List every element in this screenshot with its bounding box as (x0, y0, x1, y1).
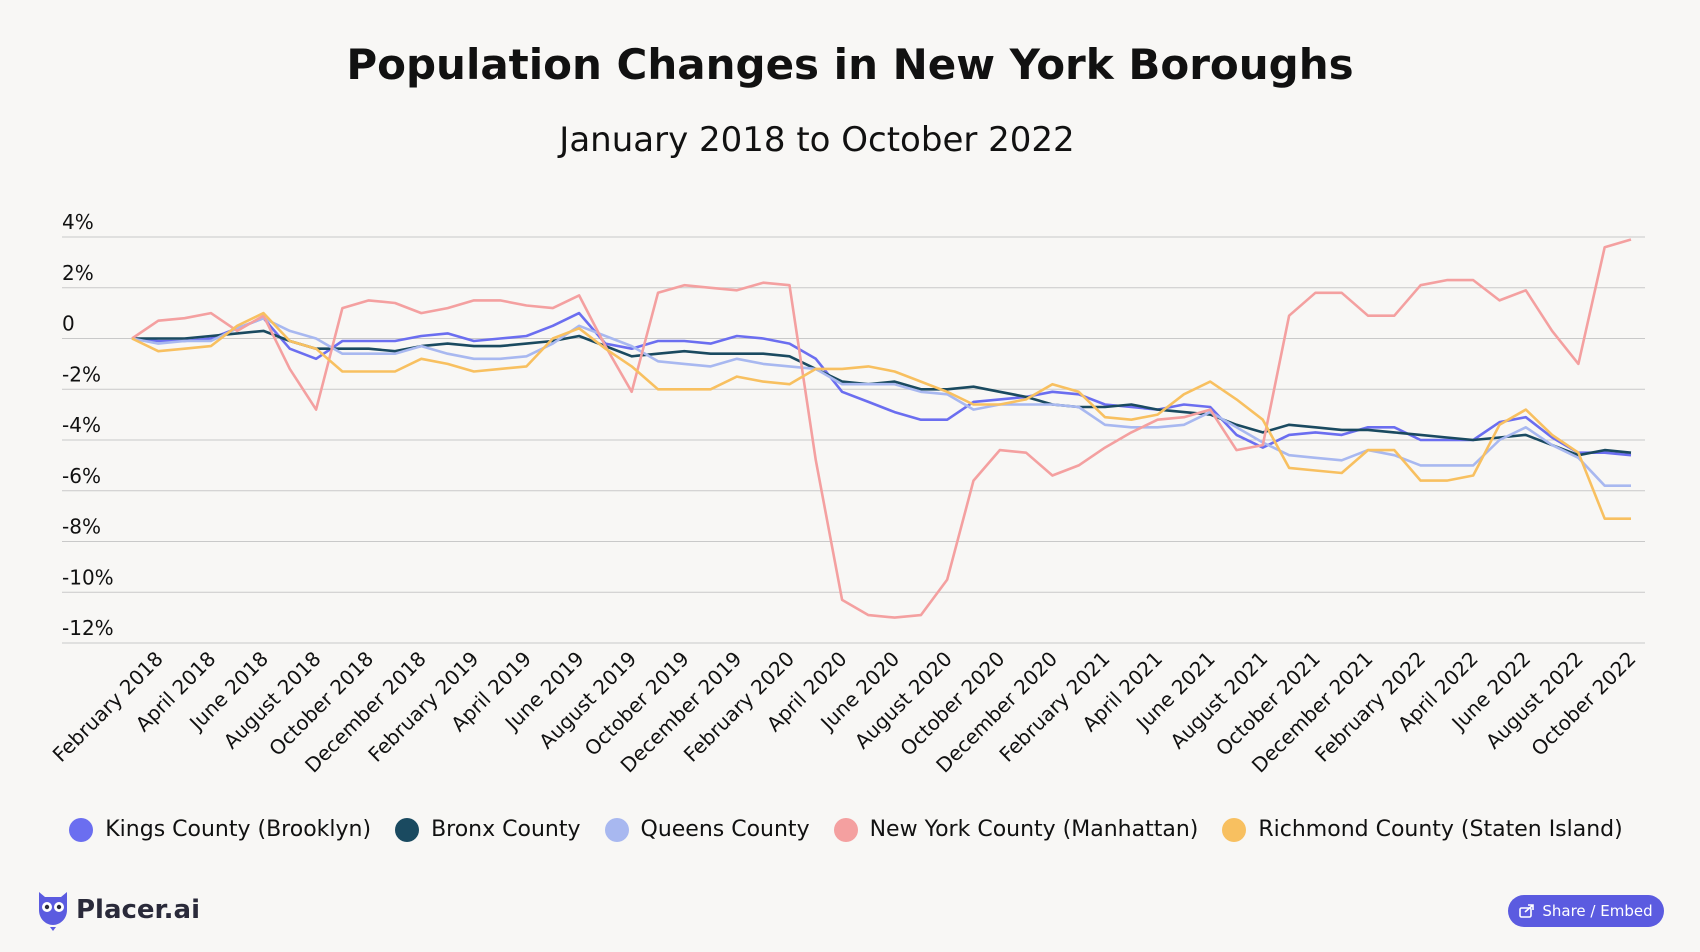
legend-label: Queens County (640, 817, 810, 842)
legend-item[interactable]: Bronx County (395, 817, 581, 842)
y-tick-label: 4% (62, 210, 94, 234)
series-line (131, 316, 1631, 488)
owl-icon (39, 892, 67, 931)
legend-item[interactable]: New York County (Manhattan) (833, 817, 1199, 842)
legend-label: New York County (Manhattan) (869, 817, 1199, 842)
y-tick-label: 0 (62, 312, 75, 336)
chart-subtitle: January 2018 to October 2022 (559, 120, 1075, 160)
series-line (132, 329, 1632, 457)
share-icon (1519, 904, 1535, 918)
share-embed-button[interactable]: Share / Embed (1508, 895, 1664, 927)
legend-item[interactable]: Kings County (Brooklyn) (69, 817, 371, 842)
legend-swatch (395, 817, 420, 842)
legend: Kings County (Brooklyn) Bronx County Queen… (0, 817, 1700, 842)
series-lines (131, 238, 1632, 619)
legend-label: Bronx County (431, 817, 581, 842)
y-tick-label: -12% (62, 616, 114, 640)
y-tick-label: -6% (62, 464, 101, 488)
placer-logo: Placer.ai (36, 888, 200, 932)
legend-item[interactable]: Richmond County (Staten Island) (1222, 817, 1623, 842)
legend-label: Kings County (Brooklyn) (105, 817, 372, 842)
series-line (131, 311, 1631, 521)
y-tick-label: -8% (62, 515, 101, 539)
legend-label: Richmond County (Staten Island) (1258, 817, 1623, 842)
y-tick-label: 2% (62, 261, 94, 285)
grid-lines (62, 236, 1645, 644)
chart-title: Population Changes in New York Boroughs (346, 40, 1354, 89)
y-tick-label: -4% (62, 413, 101, 437)
line-chart: 4% 2% 0 -2% -4% -6% -8% -10% -12% February 2018A… (48, 210, 1645, 778)
legend-swatch (69, 817, 94, 842)
brand-name: Placer.ai (76, 895, 201, 925)
legend-swatch (604, 817, 629, 842)
legend-swatch (833, 817, 858, 842)
legend-item[interactable]: Queens County (604, 817, 810, 842)
share-embed-label: Share / Embed (1542, 902, 1653, 920)
legend-swatch (1222, 817, 1247, 842)
series-line (131, 311, 1632, 457)
y-tick-label: -2% (62, 362, 101, 386)
y-axis-labels: 4% 2% 0 -2% -4% -6% -8% -10% -12% (62, 210, 114, 640)
y-tick-label: -10% (62, 565, 114, 589)
series-line (131, 238, 1632, 619)
